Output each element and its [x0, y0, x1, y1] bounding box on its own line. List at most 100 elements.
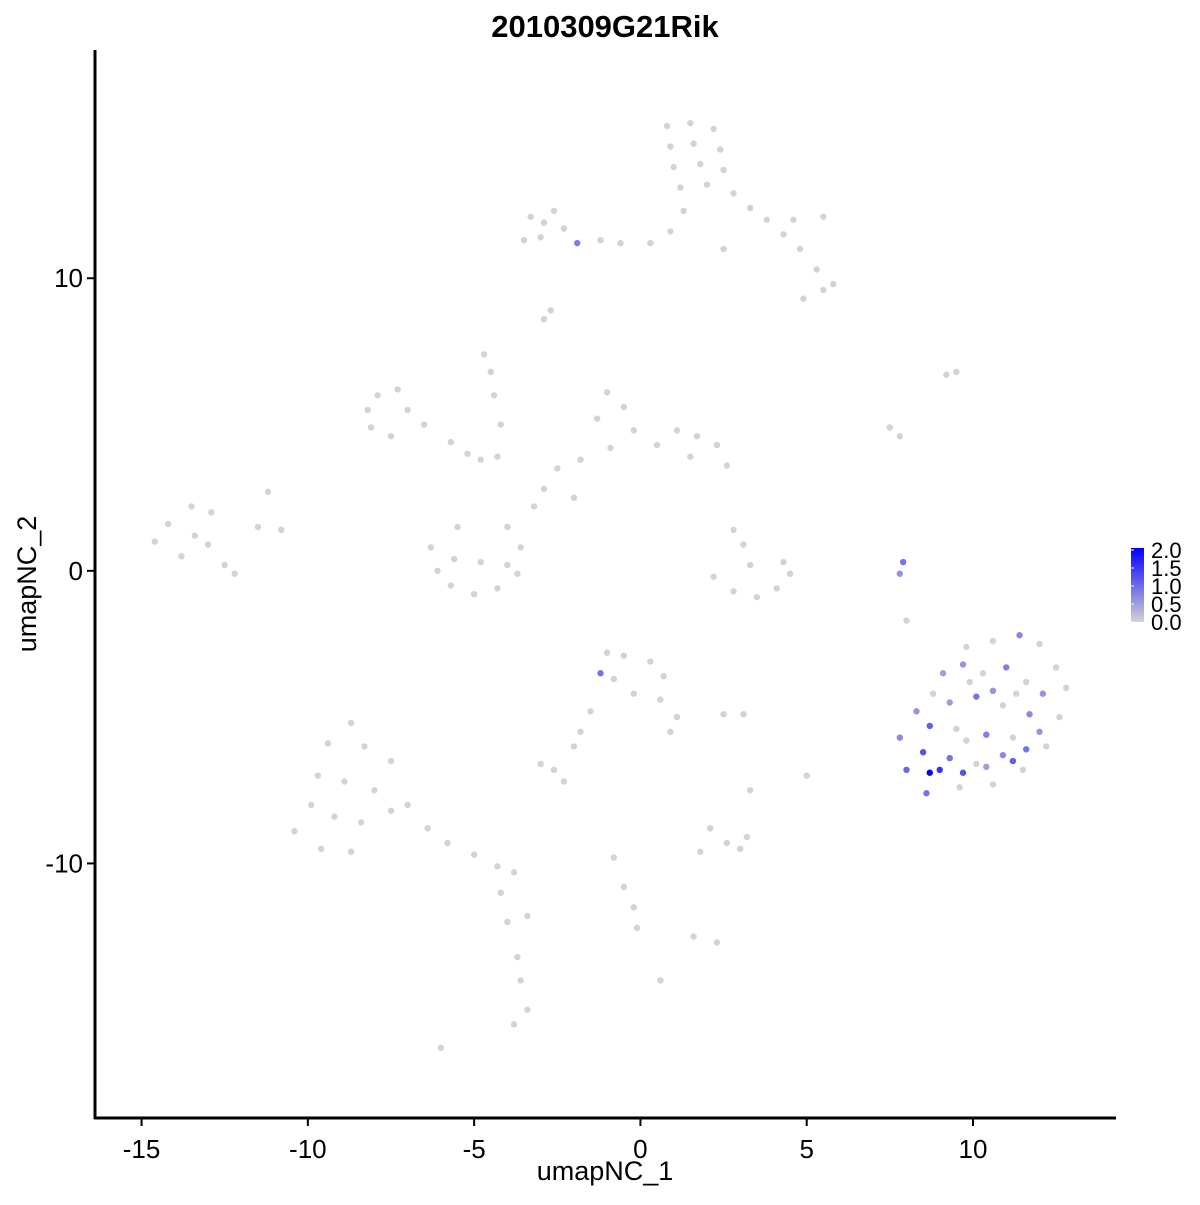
point	[1052, 664, 1060, 671]
point	[188, 503, 195, 510]
colorbar	[1131, 548, 1144, 622]
point	[710, 125, 717, 133]
point	[746, 561, 754, 569]
point	[447, 582, 455, 589]
point	[597, 236, 604, 244]
point	[607, 444, 614, 452]
point	[464, 450, 471, 457]
point	[264, 488, 272, 496]
y-tick-label: 0	[69, 556, 83, 586]
point	[973, 693, 980, 700]
point	[577, 728, 584, 735]
point	[720, 245, 727, 253]
point	[730, 526, 737, 534]
point	[620, 403, 627, 411]
point	[537, 234, 544, 241]
point	[647, 658, 654, 665]
point	[361, 743, 368, 750]
colorbar-tick-label: 0.0	[1151, 610, 1182, 635]
point	[331, 813, 338, 820]
colorbar-tick-label: 0.5	[1151, 592, 1182, 617]
point	[540, 219, 548, 226]
point	[780, 558, 787, 566]
point	[677, 184, 684, 191]
point	[470, 851, 478, 858]
point	[720, 711, 727, 718]
point	[514, 570, 521, 577]
point	[680, 207, 687, 215]
points	[151, 119, 1070, 1051]
point	[929, 690, 937, 697]
point	[667, 143, 674, 150]
point	[746, 787, 754, 794]
colorbar-tick-label: 2.0	[1151, 538, 1182, 563]
point	[530, 503, 538, 510]
point	[550, 207, 558, 215]
point	[597, 670, 604, 677]
point	[477, 456, 484, 463]
point	[919, 749, 927, 756]
point	[830, 280, 837, 288]
point	[517, 977, 524, 984]
point	[191, 532, 198, 539]
point	[926, 769, 933, 776]
point	[1036, 728, 1043, 735]
point	[560, 778, 568, 785]
point	[660, 672, 667, 680]
point	[341, 778, 348, 785]
point	[490, 392, 498, 399]
point	[574, 239, 581, 247]
point	[953, 725, 960, 733]
point	[667, 728, 674, 735]
point	[630, 904, 637, 911]
point	[593, 415, 601, 422]
point	[620, 652, 627, 659]
point	[504, 523, 511, 531]
point	[550, 766, 558, 774]
point	[707, 825, 714, 832]
point	[404, 406, 411, 414]
point	[278, 526, 285, 534]
point	[364, 406, 371, 414]
point	[803, 772, 810, 779]
point	[570, 743, 578, 750]
point	[673, 713, 681, 721]
point	[630, 690, 637, 697]
point	[494, 585, 501, 592]
point	[740, 541, 747, 548]
point	[653, 441, 661, 449]
point	[494, 863, 501, 870]
point	[437, 1044, 445, 1051]
point	[1023, 746, 1030, 753]
point	[1026, 711, 1033, 718]
point	[537, 760, 544, 768]
point	[1023, 678, 1030, 686]
point	[1003, 664, 1010, 671]
point	[603, 649, 611, 656]
point	[434, 567, 441, 575]
point	[347, 848, 355, 855]
point	[773, 585, 780, 592]
point	[497, 421, 504, 428]
point	[989, 687, 997, 694]
point	[164, 520, 172, 528]
point	[989, 781, 997, 788]
point	[620, 883, 627, 891]
point	[936, 766, 943, 774]
point	[1036, 640, 1043, 648]
point	[713, 939, 721, 946]
point	[690, 933, 697, 940]
point	[357, 819, 365, 826]
point	[966, 678, 973, 686]
x-tick-label: -15	[123, 1134, 161, 1164]
point	[324, 740, 332, 747]
x-tick-label: 10	[959, 1134, 988, 1164]
point	[983, 731, 990, 738]
point	[617, 239, 624, 247]
point	[959, 769, 967, 776]
point	[450, 555, 458, 563]
point	[939, 670, 947, 677]
point	[720, 166, 727, 174]
point	[693, 433, 701, 440]
